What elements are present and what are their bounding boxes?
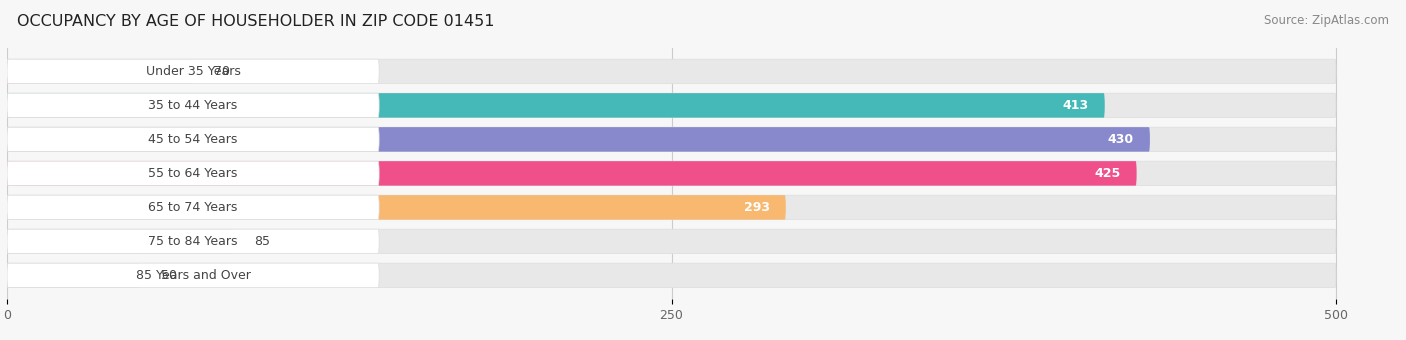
FancyBboxPatch shape <box>7 161 1136 186</box>
Text: 425: 425 <box>1094 167 1121 180</box>
Text: 35 to 44 Years: 35 to 44 Years <box>149 99 238 112</box>
FancyBboxPatch shape <box>7 263 1336 288</box>
Text: OCCUPANCY BY AGE OF HOUSEHOLDER IN ZIP CODE 01451: OCCUPANCY BY AGE OF HOUSEHOLDER IN ZIP C… <box>17 14 495 29</box>
Text: 50: 50 <box>162 269 177 282</box>
FancyBboxPatch shape <box>7 93 380 118</box>
FancyBboxPatch shape <box>7 161 380 186</box>
Text: 413: 413 <box>1063 99 1088 112</box>
FancyBboxPatch shape <box>7 127 1336 152</box>
Text: 293: 293 <box>744 201 770 214</box>
FancyBboxPatch shape <box>7 229 233 254</box>
FancyBboxPatch shape <box>7 59 193 84</box>
FancyBboxPatch shape <box>7 127 1150 152</box>
FancyBboxPatch shape <box>7 195 786 220</box>
Text: 70: 70 <box>214 65 231 78</box>
FancyBboxPatch shape <box>7 195 380 220</box>
Text: 75 to 84 Years: 75 to 84 Years <box>148 235 238 248</box>
FancyBboxPatch shape <box>7 195 1336 220</box>
Text: 65 to 74 Years: 65 to 74 Years <box>149 201 238 214</box>
Text: 85: 85 <box>254 235 270 248</box>
Text: 85 Years and Over: 85 Years and Over <box>135 269 250 282</box>
Text: 45 to 54 Years: 45 to 54 Years <box>149 133 238 146</box>
FancyBboxPatch shape <box>7 127 380 152</box>
FancyBboxPatch shape <box>7 263 141 288</box>
Text: 55 to 64 Years: 55 to 64 Years <box>149 167 238 180</box>
FancyBboxPatch shape <box>7 263 380 288</box>
Text: Under 35 Years: Under 35 Years <box>146 65 240 78</box>
FancyBboxPatch shape <box>7 59 1336 84</box>
FancyBboxPatch shape <box>7 59 380 84</box>
Text: Source: ZipAtlas.com: Source: ZipAtlas.com <box>1264 14 1389 27</box>
FancyBboxPatch shape <box>7 161 1336 186</box>
FancyBboxPatch shape <box>7 229 380 254</box>
FancyBboxPatch shape <box>7 93 1336 118</box>
FancyBboxPatch shape <box>7 93 1105 118</box>
Text: 430: 430 <box>1108 133 1135 146</box>
FancyBboxPatch shape <box>7 229 1336 254</box>
